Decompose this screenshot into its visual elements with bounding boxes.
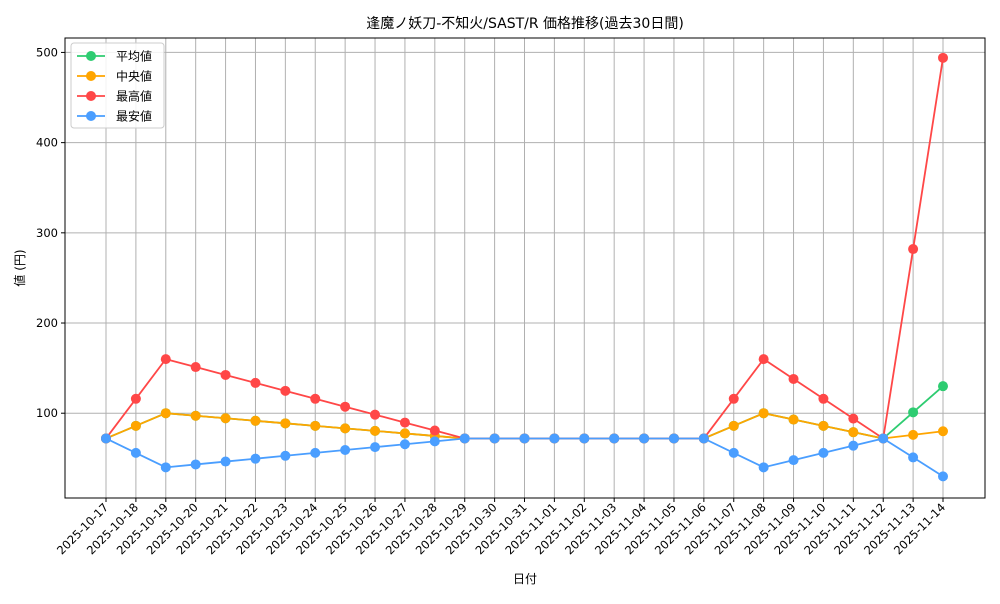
- data-point: [489, 433, 500, 444]
- data-point: [429, 436, 440, 447]
- data-point: [250, 415, 261, 426]
- data-point: [190, 362, 201, 373]
- data-point: [280, 385, 291, 396]
- x-axis: 2025-10-172025-10-182025-10-192025-10-20…: [54, 498, 948, 557]
- data-point: [728, 447, 739, 458]
- data-point: [938, 471, 948, 482]
- data-point: [908, 452, 919, 463]
- y-tick-label: 200: [36, 316, 58, 330]
- data-point: [370, 442, 381, 453]
- legend-label: 最安値: [116, 109, 152, 124]
- x-axis-label: 日付: [513, 572, 537, 586]
- data-point: [160, 462, 171, 473]
- y-tick-label: 300: [36, 226, 58, 240]
- chart-title: 逢魔ノ妖刀-不知火/SAST/R 価格推移(過去30日間): [366, 15, 684, 32]
- series-最安値: [101, 433, 948, 482]
- data-point: [818, 447, 829, 458]
- data-point: [220, 413, 231, 424]
- data-point: [848, 413, 859, 424]
- legend-label: 中央値: [116, 69, 152, 84]
- data-point: [130, 447, 141, 458]
- data-point: [370, 409, 381, 420]
- data-point: [220, 456, 231, 467]
- data-point: [340, 423, 351, 434]
- data-point: [280, 418, 291, 429]
- data-point: [728, 420, 739, 431]
- data-point: [310, 393, 321, 404]
- data-point: [250, 377, 261, 388]
- data-point: [878, 433, 889, 444]
- legend-marker: [86, 111, 96, 121]
- data-point: [908, 407, 919, 418]
- data-point: [190, 410, 201, 421]
- legend-box: [70, 42, 165, 129]
- data-point: [698, 433, 709, 444]
- legend-marker: [86, 91, 96, 101]
- data-point: [310, 447, 321, 458]
- legend-marker: [86, 71, 96, 81]
- data-point: [938, 426, 948, 437]
- data-point: [758, 408, 769, 419]
- legend-marker: [86, 51, 96, 61]
- data-point: [758, 462, 769, 473]
- data-point: [908, 244, 919, 255]
- data-point: [101, 433, 111, 444]
- data-point: [728, 393, 739, 404]
- data-point: [938, 381, 948, 392]
- data-point: [788, 373, 799, 384]
- data-point: [788, 455, 799, 466]
- legend-label: 平均値: [116, 49, 152, 64]
- data-point: [788, 414, 799, 425]
- data-point: [130, 420, 141, 431]
- data-point: [758, 354, 769, 365]
- data-point: [160, 408, 171, 419]
- legend-label: 最高値: [116, 89, 152, 104]
- data-point: [549, 433, 560, 444]
- data-point: [340, 445, 351, 456]
- y-axis-label: 値 (円): [12, 249, 27, 286]
- data-point: [280, 450, 291, 461]
- data-point: [399, 417, 410, 428]
- series-layer: [101, 52, 948, 482]
- data-point: [340, 401, 351, 412]
- grid: [65, 38, 985, 498]
- data-point: [848, 427, 859, 438]
- data-point: [848, 440, 859, 451]
- data-point: [310, 420, 321, 431]
- y-axis: 100 200 300 400 500: [36, 45, 65, 420]
- y-tick-label: 100: [36, 406, 58, 420]
- data-point: [370, 425, 381, 436]
- data-point: [459, 433, 470, 444]
- data-point: [220, 369, 231, 380]
- data-point: [579, 433, 590, 444]
- data-point: [190, 459, 201, 470]
- data-point: [250, 453, 261, 464]
- data-point: [160, 354, 171, 365]
- data-point: [908, 429, 919, 440]
- data-point: [639, 433, 650, 444]
- data-point: [399, 428, 410, 439]
- data-point: [818, 420, 829, 431]
- data-point: [938, 52, 948, 63]
- data-point: [519, 433, 530, 444]
- data-point: [399, 439, 410, 450]
- data-point: [609, 433, 620, 444]
- data-point: [668, 433, 679, 444]
- data-point: [429, 425, 440, 436]
- data-point: [130, 393, 141, 404]
- data-point: [818, 393, 829, 404]
- y-tick-label: 500: [36, 45, 58, 59]
- y-tick-label: 400: [36, 136, 58, 150]
